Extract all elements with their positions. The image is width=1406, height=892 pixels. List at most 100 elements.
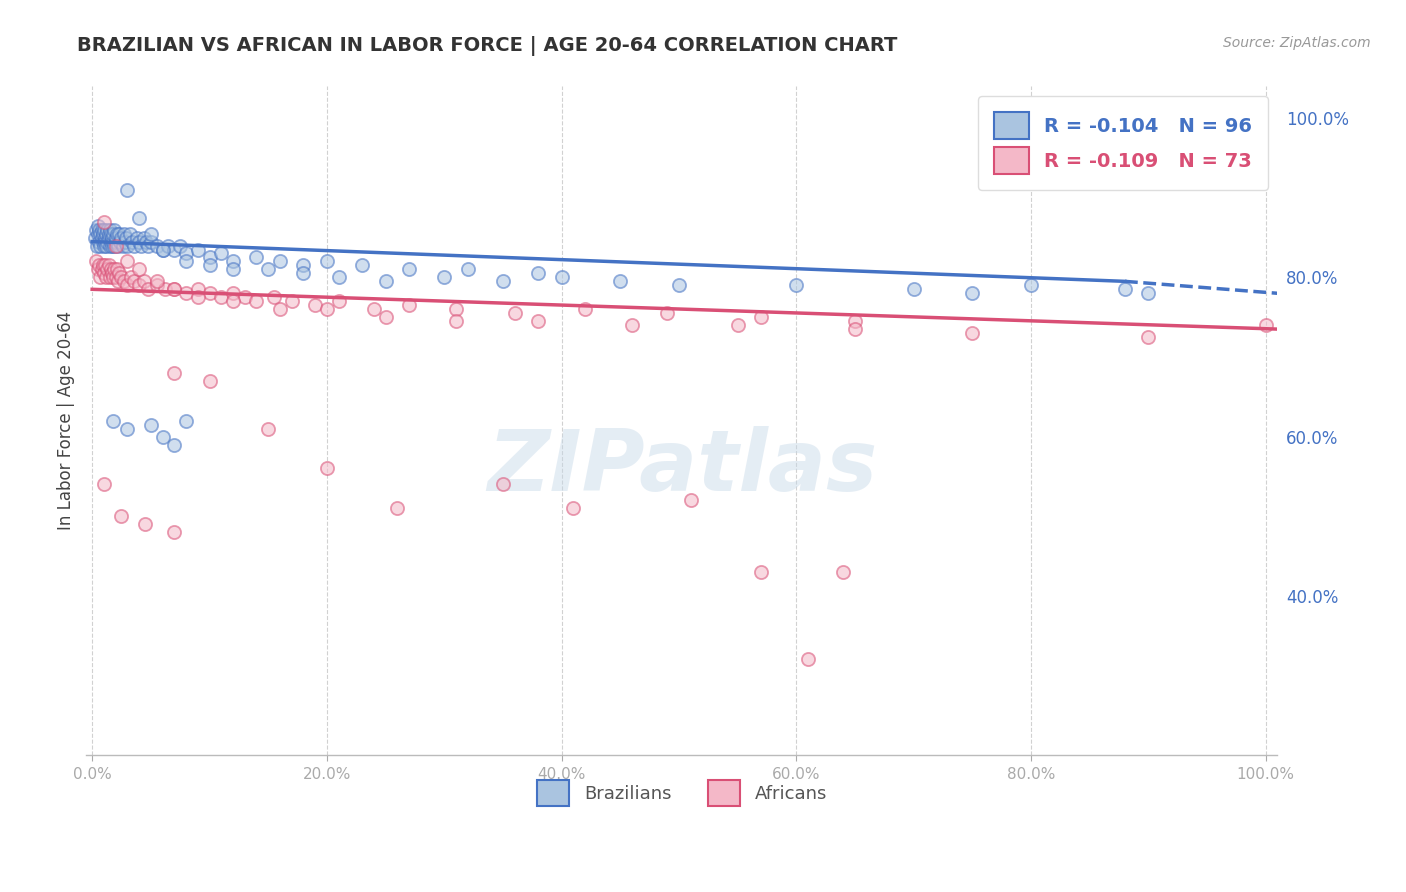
Point xyxy=(128,278,150,293)
Point xyxy=(574,302,596,317)
Point xyxy=(103,270,125,285)
Point xyxy=(89,270,111,285)
Point xyxy=(657,306,679,320)
Point xyxy=(962,326,984,340)
Point xyxy=(679,493,702,508)
Point xyxy=(107,238,129,252)
Point xyxy=(962,286,984,301)
Point xyxy=(91,259,114,273)
Point xyxy=(89,227,111,241)
Point xyxy=(1019,278,1042,293)
Point xyxy=(108,266,131,280)
Point xyxy=(104,230,127,244)
Point xyxy=(114,235,136,249)
Point xyxy=(101,230,124,244)
Point xyxy=(103,222,125,236)
Point xyxy=(117,238,139,252)
Point xyxy=(152,243,174,257)
Point xyxy=(96,238,118,252)
Point xyxy=(187,243,209,257)
Point xyxy=(257,262,280,277)
Point xyxy=(527,266,550,280)
Point xyxy=(257,421,280,435)
Point xyxy=(398,298,420,312)
Point xyxy=(90,222,112,236)
Point xyxy=(387,501,409,516)
Point xyxy=(100,227,122,241)
Point xyxy=(105,262,128,277)
Point xyxy=(492,477,515,491)
Point xyxy=(374,310,396,325)
Point xyxy=(222,294,245,309)
Point xyxy=(84,254,107,268)
Point xyxy=(103,238,125,252)
Point xyxy=(94,259,117,273)
Point xyxy=(138,282,160,296)
Point xyxy=(304,298,326,312)
Point xyxy=(96,262,118,277)
Point xyxy=(269,302,291,317)
Point xyxy=(328,294,350,309)
Point xyxy=(96,227,118,241)
Point xyxy=(145,238,167,252)
Point xyxy=(621,318,644,332)
Point xyxy=(93,477,115,491)
Point xyxy=(374,274,396,288)
Point xyxy=(444,302,467,317)
Point xyxy=(749,565,772,579)
Point xyxy=(198,374,221,388)
Point xyxy=(94,230,117,244)
Point xyxy=(105,227,128,241)
Point xyxy=(139,227,162,241)
Point xyxy=(97,227,120,241)
Point xyxy=(152,243,174,257)
Text: ZIPatlas: ZIPatlas xyxy=(486,425,877,509)
Point xyxy=(138,238,160,252)
Point xyxy=(89,238,111,252)
Point xyxy=(110,235,132,249)
Point xyxy=(128,235,150,249)
Point xyxy=(96,222,118,236)
Point xyxy=(97,230,120,244)
Point xyxy=(112,274,135,288)
Point xyxy=(89,222,111,236)
Point xyxy=(263,290,285,304)
Point xyxy=(110,509,132,524)
Point xyxy=(96,270,118,285)
Point xyxy=(117,278,139,293)
Point xyxy=(245,294,267,309)
Point xyxy=(797,652,820,666)
Point xyxy=(163,282,186,296)
Point xyxy=(83,230,105,244)
Point xyxy=(98,222,121,236)
Point xyxy=(562,501,585,516)
Point xyxy=(121,235,143,249)
Point xyxy=(433,270,456,285)
Point xyxy=(209,290,232,304)
Point xyxy=(187,282,209,296)
Point xyxy=(115,230,138,244)
Point xyxy=(107,274,129,288)
Point xyxy=(903,282,925,296)
Point xyxy=(93,222,115,236)
Point xyxy=(163,366,186,380)
Point xyxy=(174,414,197,428)
Point xyxy=(269,254,291,268)
Point xyxy=(245,251,267,265)
Point xyxy=(124,274,146,288)
Point xyxy=(174,246,197,260)
Point xyxy=(315,302,337,317)
Point xyxy=(233,290,256,304)
Point xyxy=(209,246,232,260)
Point xyxy=(98,270,121,285)
Point xyxy=(103,262,125,277)
Point xyxy=(222,254,245,268)
Point xyxy=(104,238,127,252)
Point xyxy=(727,318,749,332)
Point xyxy=(89,235,111,249)
Point xyxy=(101,238,124,252)
Point xyxy=(163,437,186,451)
Point xyxy=(550,270,572,285)
Point xyxy=(609,274,631,288)
Point xyxy=(163,282,186,296)
